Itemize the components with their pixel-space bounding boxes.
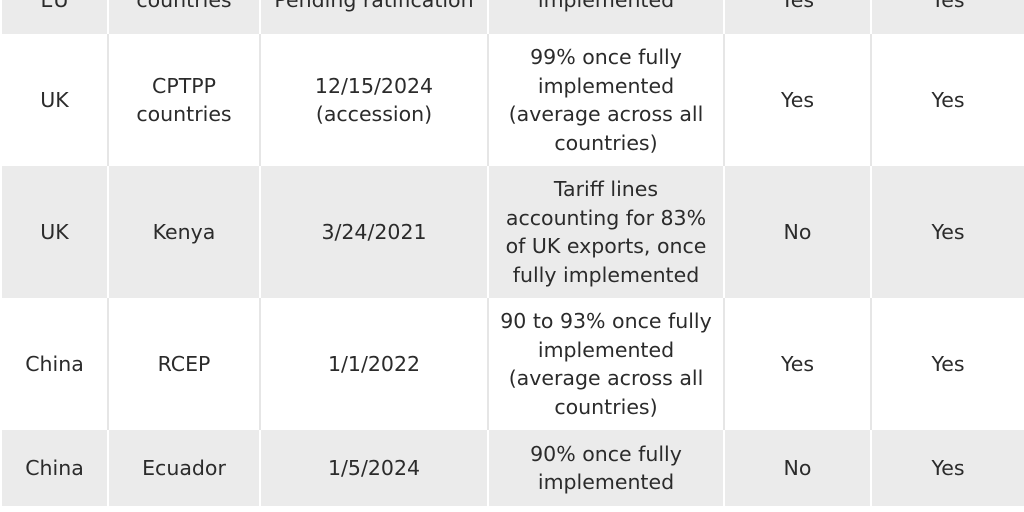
coverage-cell: 90% once fully implemented	[487, 430, 725, 506]
col6-cell: Yes	[870, 298, 1024, 430]
col5-cell: Yes	[723, 298, 872, 430]
partner-cell: RCEP	[107, 298, 261, 430]
col6-cell: Yes	[870, 166, 1024, 298]
col5-cell: No	[723, 166, 872, 298]
country-cell: UK	[0, 166, 109, 298]
table-row: UK CPTPP countries 12/15/2024 (accession…	[0, 34, 1024, 166]
date-cell: 12/15/2024 (accession)	[259, 34, 489, 166]
partner-cell: Kenya	[107, 166, 261, 298]
col6-cell: Yes	[870, 0, 1024, 34]
date-cell: Pending ratification	[259, 0, 489, 34]
table-row: EU countries Pending ratification implem…	[0, 0, 1024, 34]
partner-cell: countries	[107, 0, 261, 34]
col5-cell: Yes	[723, 0, 872, 34]
country-cell: China	[0, 298, 109, 430]
col6-cell: Yes	[870, 34, 1024, 166]
country-cell: UK	[0, 34, 109, 166]
table-row: UK Kenya 3/24/2021 Tariff lines accounti…	[0, 166, 1024, 298]
partner-cell: CPTPP countries	[107, 34, 261, 166]
coverage-cell: implemented	[487, 0, 725, 34]
date-cell: 1/1/2022	[259, 298, 489, 430]
col5-cell: No	[723, 430, 872, 506]
date-cell: 1/5/2024	[259, 430, 489, 506]
table-row: China Ecuador 1/5/2024 90% once fully im…	[0, 430, 1024, 506]
country-cell: China	[0, 430, 109, 506]
coverage-cell: Tariff lines accounting for 83% of UK ex…	[487, 166, 725, 298]
date-cell: 3/24/2021	[259, 166, 489, 298]
col6-cell: Yes	[870, 430, 1024, 506]
country-cell: EU	[0, 0, 109, 34]
col5-cell: Yes	[723, 34, 872, 166]
partner-cell: Ecuador	[107, 430, 261, 506]
coverage-cell: 90 to 93% once fully implemented (averag…	[487, 298, 725, 430]
table-row: China RCEP 1/1/2022 90 to 93% once fully…	[0, 298, 1024, 430]
coverage-cell: 99% once fully implemented (average acro…	[487, 34, 725, 166]
